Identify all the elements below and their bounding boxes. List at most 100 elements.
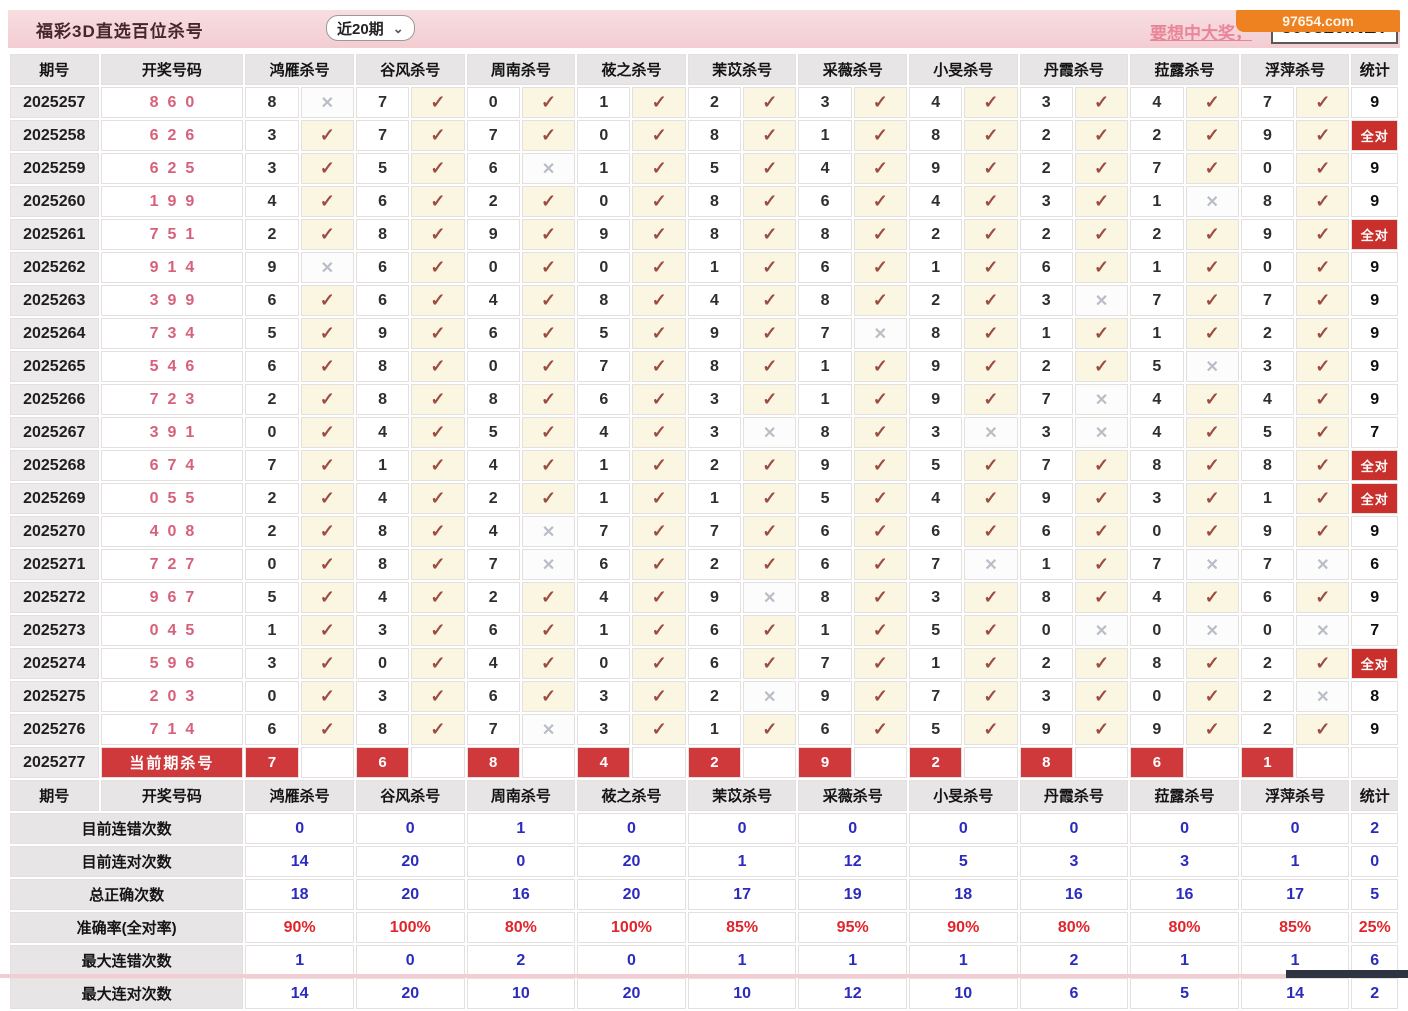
- check-icon: ✓: [743, 714, 797, 745]
- kill-number: 0: [1130, 516, 1184, 547]
- stat-row: 总正确次数 18 20 16 20 17 19 18 16 16 17 5: [10, 879, 1398, 910]
- check-icon: ✓: [411, 219, 465, 250]
- current-kill-number: 6: [355, 747, 410, 778]
- kill-number: 6: [466, 615, 520, 646]
- check-icon: ✓: [853, 714, 907, 745]
- cross-icon: ✕: [521, 714, 576, 745]
- check-icon: ✓: [411, 549, 465, 580]
- kill-number: 4: [466, 450, 520, 481]
- check-icon: ✓: [521, 318, 576, 349]
- check-icon: ✓: [1074, 483, 1129, 514]
- cross-icon: ✕: [1074, 417, 1129, 448]
- total-value: 9: [1351, 186, 1398, 217]
- kill-number: 1: [909, 648, 963, 679]
- check-icon: ✓: [411, 516, 465, 547]
- all-correct-badge: 全对: [1351, 648, 1398, 679]
- cross-icon: ✕: [521, 549, 576, 580]
- kill-number: 7: [355, 87, 410, 118]
- stat-value: 100%: [577, 912, 686, 943]
- column-header: 统计: [1351, 54, 1398, 85]
- stat-value: 1: [909, 945, 1018, 976]
- kill-number: 4: [1130, 384, 1184, 415]
- range-select[interactable]: 近20期 ⌄: [326, 15, 415, 41]
- check-icon: ✓: [300, 549, 354, 580]
- kill-number: 7: [577, 516, 631, 547]
- kill-number: 1: [798, 615, 852, 646]
- table-row: 2025267 391 0 ✓ 4 ✓ 5 ✓ 4 ✓ 3 ✕ 8 ✓ 3 ✕ 3 ✕ 4 ✓ 5 ✓ 7: [10, 417, 1398, 448]
- check-icon: ✓: [300, 615, 354, 646]
- check-icon: ✓: [411, 582, 465, 613]
- kill-number: 7: [687, 516, 742, 547]
- empty-cell: [411, 747, 465, 778]
- check-icon: ✓: [411, 648, 465, 679]
- stat-value: 18: [245, 879, 354, 910]
- period-cell: 2025260: [10, 186, 99, 217]
- table-row: 2025273 045 1 ✓ 3 ✓ 6 ✓ 1 ✓ 6 ✓ 1 ✓ 5 ✓ 0 ✕ 0 ✕ 0 ✕ 7: [10, 615, 1398, 646]
- kill-number: 2: [245, 516, 299, 547]
- kill-number: 0: [1240, 615, 1295, 646]
- check-icon: ✓: [521, 681, 576, 712]
- check-icon: ✓: [1185, 219, 1239, 250]
- kill-number: 7: [466, 714, 520, 745]
- kill-number: 2: [687, 450, 742, 481]
- kill-number: 1: [577, 153, 631, 184]
- table-row: 2025270 408 2 ✓ 8 ✓ 4 ✕ 7 ✓ 7 ✓ 6 ✓ 6 ✓ 6 ✓ 0 ✓ 9 ✓ 9: [10, 516, 1398, 547]
- kill-number: 6: [1240, 582, 1295, 613]
- table-row: 2025263 399 6 ✓ 6 ✓ 4 ✓ 8 ✓ 4 ✓ 8 ✓ 2 ✓ 3 ✕ 7 ✓ 7 ✓ 9: [10, 285, 1398, 316]
- check-icon: ✓: [300, 318, 354, 349]
- stat-value: 18: [909, 879, 1018, 910]
- kill-number: 0: [245, 417, 299, 448]
- cross-icon: ✕: [1074, 615, 1129, 646]
- check-icon: ✓: [743, 615, 797, 646]
- cross-icon: ✕: [300, 87, 354, 118]
- kill-number: 1: [245, 615, 299, 646]
- bottom-scrollbar[interactable]: [1286, 970, 1408, 978]
- kill-number: 6: [466, 318, 520, 349]
- kill-number: 8: [577, 285, 631, 316]
- check-icon: ✓: [1296, 714, 1350, 745]
- check-icon: ✓: [632, 417, 686, 448]
- check-icon: ✓: [300, 285, 354, 316]
- promo-link[interactable]: 要想中大奖，: [1150, 24, 1252, 43]
- check-icon: ✓: [411, 120, 465, 151]
- kill-number: 0: [466, 351, 520, 382]
- check-icon: ✓: [853, 681, 907, 712]
- current-kill-number: 1: [1240, 747, 1295, 778]
- kill-number: 2: [466, 582, 520, 613]
- check-icon: ✓: [964, 351, 1018, 382]
- check-icon: ✓: [632, 87, 686, 118]
- kill-number: 0: [1019, 615, 1073, 646]
- kill-number: 3: [1019, 417, 1073, 448]
- check-icon: ✓: [743, 648, 797, 679]
- stat-value: 0: [355, 945, 465, 976]
- kill-number: 7: [1240, 549, 1295, 580]
- kill-number: 6: [245, 351, 299, 382]
- check-icon: ✓: [521, 252, 576, 283]
- check-icon: ✓: [1296, 351, 1350, 382]
- check-icon: ✓: [1185, 153, 1239, 184]
- period-cell: 2025267: [10, 417, 99, 448]
- column-header: 丹霞杀号: [1019, 780, 1129, 811]
- check-icon: ✓: [521, 186, 576, 217]
- table-row: 2025276 714 6 ✓ 8 ✓ 7 ✕ 3 ✓ 1 ✓ 6 ✓ 5 ✓ 9 ✓ 9 ✓ 2 ✓ 9: [10, 714, 1398, 745]
- kill-number: 1: [1130, 252, 1184, 283]
- draw-number: 596: [100, 648, 244, 679]
- period-cell: 2025259: [10, 153, 99, 184]
- check-icon: ✓: [411, 417, 465, 448]
- check-icon: ✓: [1185, 516, 1239, 547]
- total-value: 9: [1351, 318, 1398, 349]
- kill-number: 4: [577, 417, 631, 448]
- range-select-value: 近20期: [337, 20, 384, 38]
- total-value: 9: [1351, 153, 1398, 184]
- check-icon: ✓: [1074, 450, 1129, 481]
- check-icon: ✓: [521, 417, 576, 448]
- check-icon: ✓: [632, 351, 686, 382]
- check-icon: ✓: [521, 648, 576, 679]
- kill-number: 7: [1019, 450, 1073, 481]
- kill-number: 2: [245, 384, 299, 415]
- stat-value: 2: [1019, 945, 1129, 976]
- kill-number: 4: [1130, 87, 1184, 118]
- empty-cell: [1351, 747, 1398, 778]
- corner-badge-link[interactable]: 97654.com: [1236, 10, 1400, 32]
- kill-number: 6: [466, 153, 520, 184]
